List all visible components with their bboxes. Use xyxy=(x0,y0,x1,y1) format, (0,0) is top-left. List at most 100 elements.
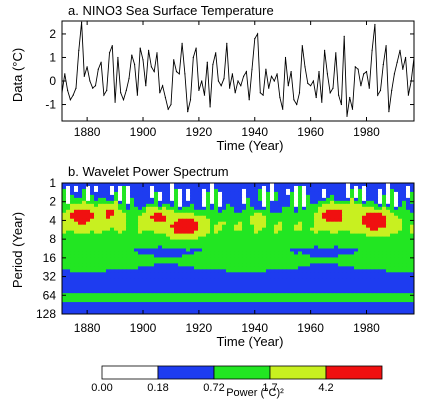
wavelet-cell xyxy=(66,183,71,187)
wavelet-cell xyxy=(162,254,167,258)
wavelet-cell xyxy=(114,200,119,205)
wavelet-cell xyxy=(258,227,263,232)
wavelet-cell xyxy=(106,221,111,226)
wavelet-cell xyxy=(202,245,207,249)
wavelet-cell xyxy=(278,185,283,190)
wavelet-cell xyxy=(166,257,171,261)
wavelet-cell xyxy=(154,194,159,199)
wavelet-cell xyxy=(382,200,387,205)
wavelet-cell xyxy=(286,275,291,279)
wavelet-cell xyxy=(82,212,87,217)
wavelet-cell xyxy=(266,194,271,199)
wavelet-cell xyxy=(350,272,355,276)
wavelet-cell xyxy=(350,209,355,214)
wavelet-cell xyxy=(190,290,195,294)
wavelet-cell xyxy=(118,191,123,196)
nino3-point xyxy=(245,71,247,73)
wavelet-cell xyxy=(286,203,291,208)
wavelet-cell xyxy=(242,200,247,205)
wavelet-cell xyxy=(214,218,219,223)
wavelet-cell xyxy=(178,239,183,243)
wavelet-cell xyxy=(102,284,107,288)
wavelet-cell xyxy=(370,266,375,270)
wavelet-cell xyxy=(134,257,139,261)
wavelet-cell xyxy=(298,212,303,217)
wavelet-cell xyxy=(346,248,351,252)
wavelet-cell xyxy=(190,254,195,258)
wavelet-cell xyxy=(366,230,371,235)
wavelet-cell xyxy=(98,215,103,220)
wavelet-cell xyxy=(390,296,395,300)
wavelet-cell xyxy=(190,299,195,303)
wavelet-cell xyxy=(354,311,359,314)
wavelet-cell xyxy=(398,188,403,193)
wavelet-cell xyxy=(278,260,283,264)
wavelet-cell xyxy=(374,221,379,226)
wavelet-cell xyxy=(202,212,207,217)
wavelet-cell xyxy=(250,248,255,252)
wavelet-cell xyxy=(314,275,319,279)
panel-b-x-label: Time (Year) xyxy=(217,334,284,349)
wavelet-cell xyxy=(378,236,383,240)
wavelet-cell xyxy=(310,284,315,288)
wavelet-cell xyxy=(178,227,183,232)
wavelet-cell xyxy=(202,200,207,205)
wavelet-cell xyxy=(326,275,331,279)
wavelet-cell xyxy=(114,278,119,282)
wavelet-cell xyxy=(118,296,123,300)
wavelet-cell xyxy=(402,218,407,223)
wavelet-cell xyxy=(270,188,275,193)
wavelet-cell xyxy=(258,260,263,264)
wavelet-cell xyxy=(234,284,239,288)
wavelet-cell xyxy=(218,257,223,261)
nino3-point xyxy=(349,96,351,99)
wavelet-cell xyxy=(190,230,195,235)
wavelet-cell xyxy=(254,239,259,243)
wavelet-cell xyxy=(330,215,335,220)
wavelet-cell xyxy=(346,224,351,229)
wavelet-cell xyxy=(138,233,143,237)
wavelet-cell xyxy=(234,269,239,273)
wavelet-cell xyxy=(198,227,203,232)
wavelet-cell xyxy=(102,254,107,258)
wavelet-cell xyxy=(242,221,247,226)
wavelet-cell xyxy=(114,287,119,291)
wavelet-cell xyxy=(158,191,163,196)
wavelet-cell xyxy=(254,308,259,312)
wavelet-cell xyxy=(210,257,215,261)
wavelet-cell xyxy=(134,245,139,249)
wavelet-cell xyxy=(98,272,103,276)
wavelet-cell xyxy=(102,230,107,235)
wavelet-cell xyxy=(250,281,255,285)
wavelet-cell xyxy=(374,278,379,282)
wavelet-cell xyxy=(230,209,235,214)
wavelet-cell xyxy=(390,239,395,243)
wavelet-cell xyxy=(238,221,243,226)
wavelet-cell xyxy=(366,200,371,205)
wavelet-cell xyxy=(390,230,395,235)
wavelet-cell xyxy=(198,293,203,297)
wavelet-cell xyxy=(214,308,219,312)
wavelet-cell xyxy=(410,269,414,273)
wavelet-cell xyxy=(70,290,75,294)
wavelet-cell xyxy=(70,209,75,214)
wavelet-cell xyxy=(122,233,127,237)
wavelet-cell xyxy=(86,281,91,285)
wavelet-cell xyxy=(178,311,183,314)
wavelet-cell xyxy=(66,278,71,282)
wavelet-cell xyxy=(390,194,395,199)
wavelet-cell xyxy=(246,200,251,205)
wavelet-cell xyxy=(362,212,367,217)
nino3-point xyxy=(108,52,111,54)
wavelet-cell xyxy=(162,311,167,314)
b-y-tick-label: 1 xyxy=(49,176,56,190)
wavelet-cell xyxy=(302,302,307,306)
wavelet-cell xyxy=(190,251,195,255)
wavelet-cell xyxy=(98,284,103,288)
wavelet-cell xyxy=(338,308,343,312)
wavelet-cell xyxy=(78,233,83,237)
wavelet-cell xyxy=(134,305,139,309)
wavelet-cell xyxy=(214,185,219,190)
wavelet-cell xyxy=(386,281,391,285)
wavelet-cell xyxy=(114,224,119,229)
